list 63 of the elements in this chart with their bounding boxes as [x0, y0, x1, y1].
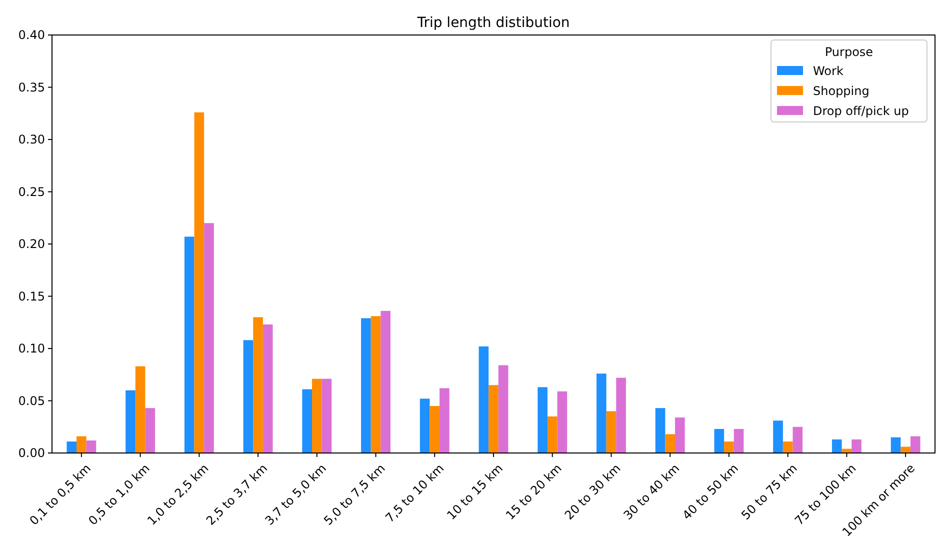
- bar: [478, 346, 489, 453]
- legend-label: Work: [813, 64, 844, 78]
- bar: [312, 378, 322, 453]
- bar: [440, 388, 450, 453]
- bar: [852, 439, 862, 453]
- bar: [430, 406, 440, 453]
- bar: [76, 436, 86, 453]
- bar: [66, 442, 77, 453]
- bar: [714, 428, 724, 453]
- bar: [832, 439, 842, 453]
- y-tick-label: 0.25: [18, 184, 45, 199]
- bar: [262, 324, 273, 453]
- bar: [302, 389, 312, 453]
- bar: [126, 390, 136, 453]
- bar: [322, 378, 332, 453]
- bar: [488, 385, 498, 453]
- bar: [782, 442, 793, 453]
- bar: [538, 387, 548, 453]
- x-tick-label: 15 to 20 km: [503, 461, 564, 522]
- bar: [655, 408, 666, 453]
- bar: [557, 391, 568, 453]
- y-tick-label: 0.40: [18, 28, 45, 42]
- bar: [910, 436, 920, 453]
- legend-label: Shopping: [813, 84, 870, 98]
- bar: [145, 408, 156, 453]
- bar: [773, 420, 783, 453]
- bar: [370, 316, 381, 453]
- legend-title: Purpose: [824, 45, 874, 59]
- y-tick-label: 0.15: [18, 289, 45, 304]
- bar: [890, 437, 901, 453]
- bar: [724, 442, 734, 453]
- y-tick-label: 0.05: [18, 394, 45, 408]
- bar: [734, 428, 744, 453]
- y-tick-label: 0.35: [18, 80, 45, 94]
- y-tick-label: 0.20: [18, 237, 45, 252]
- bar: [596, 374, 606, 453]
- y-tick-label: 0.10: [18, 342, 45, 356]
- x-tick-label: 20 to 30 km: [562, 461, 624, 522]
- bar: [665, 434, 676, 453]
- bar: [135, 366, 146, 453]
- bar: [86, 440, 96, 453]
- chart-title: Trip length distibution: [416, 15, 570, 31]
- bar: [616, 378, 626, 453]
- x-tick-label: 40 to 50 km: [680, 461, 742, 522]
- bar: [606, 411, 616, 453]
- y-tick-label: 0.00: [18, 446, 45, 460]
- bar: [420, 398, 430, 453]
- bar: [361, 318, 371, 453]
- x-tick-label: 30 to 40 km: [620, 461, 682, 522]
- y-tick-label: 0.30: [18, 132, 45, 147]
- bar: [194, 112, 204, 453]
- bar: [675, 417, 685, 453]
- bar: [204, 223, 214, 453]
- bar: [380, 310, 390, 453]
- bar: [184, 236, 194, 453]
- bar: [792, 426, 803, 453]
- x-tick-label: 10 to 15 km: [444, 461, 506, 522]
- bar: [253, 317, 263, 453]
- legend-label: Drop off/pick up: [813, 104, 909, 118]
- bar: [547, 416, 558, 453]
- bar: [498, 365, 508, 453]
- bar: [243, 340, 254, 453]
- bar: [900, 446, 910, 453]
